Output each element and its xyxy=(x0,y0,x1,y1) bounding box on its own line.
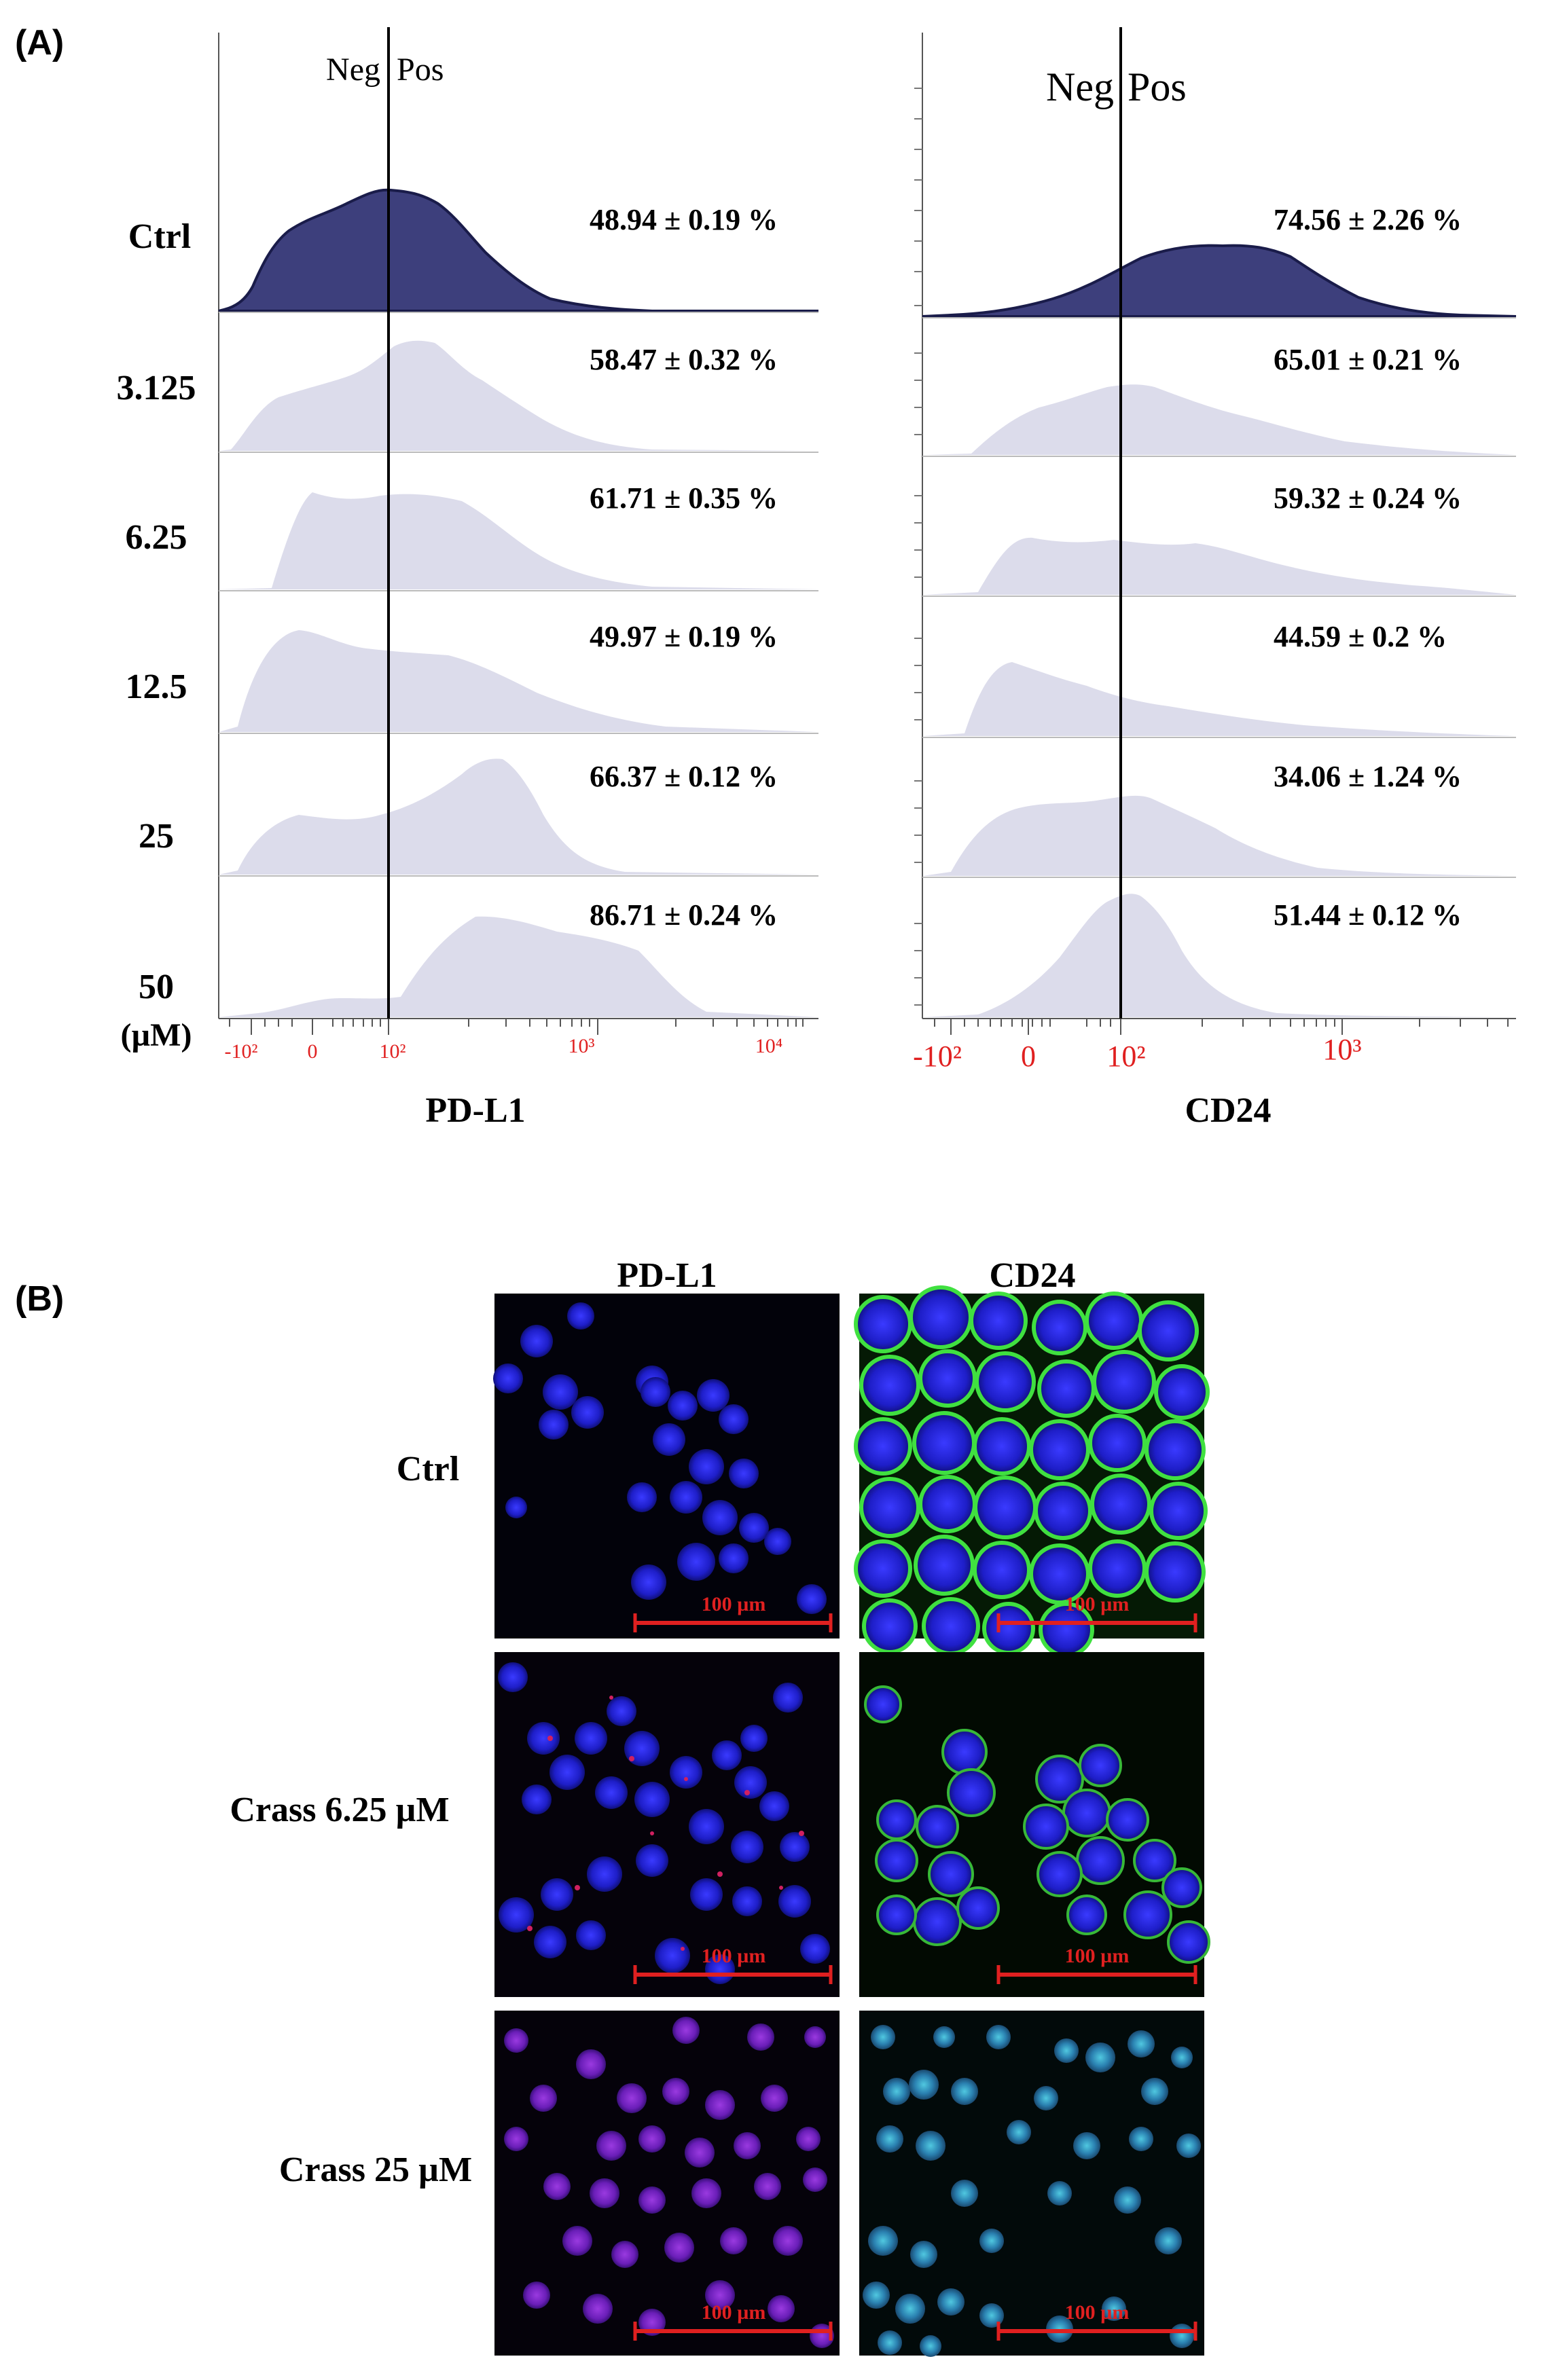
cd24-tick-label: 0 xyxy=(1021,1040,1036,1073)
pdl1-histogram-stack: Neg Pos 48.94 ± 0.19 % 58.47 ± 0.32 % 61… xyxy=(218,27,818,1130)
cd24-gate-pos: Pos xyxy=(1128,65,1187,109)
scale-bar-label: 100 µm xyxy=(1065,1945,1130,1967)
pdl1-pct-25: 66.37 ± 0.12 % xyxy=(590,760,778,793)
micrograph-ctrl-cd24 xyxy=(854,1285,1210,1658)
scale-bar-ctrl-pdl1: 100 µm xyxy=(633,1593,833,1632)
pdl1-tick-label: 0 xyxy=(308,1040,318,1063)
cd24-tick-label: 10³ xyxy=(1322,1033,1361,1066)
image-row-label-crass-25: Crass 25 µM xyxy=(279,2150,472,2189)
cd24-histogram-stack: Neg Pos 74.56 ± 2.26 % 65.01 ± 0.21 % 59… xyxy=(913,27,1517,1130)
pdl1-histogram-25 xyxy=(219,758,818,875)
cd24-histogram-3-125 xyxy=(922,384,1516,455)
cd24-pct-50: 51.44 ± 0.12 % xyxy=(1274,898,1462,932)
pdl1-tick-label: 10² xyxy=(380,1040,406,1063)
pdl1-histogram-12-5 xyxy=(219,630,818,732)
micrograph-crass-25-pdl1 xyxy=(494,2011,840,2356)
pdl1-axis-title: PD-L1 xyxy=(425,1091,525,1130)
pdl1-pct-3-125: 58.47 ± 0.32 % xyxy=(590,343,778,376)
pdl1-gate-pos: Pos xyxy=(397,52,444,88)
row-label-3-125: 3.125 xyxy=(117,369,196,407)
row-label-unit: (µM) xyxy=(121,1017,192,1053)
row-labels: Ctrl 3.125 6.25 12.5 25 50 (µM) xyxy=(117,217,196,1053)
scale-bar-label: 100 µm xyxy=(1065,2301,1130,2324)
scale-bar-label: 100 µm xyxy=(702,2301,766,2324)
pdl1-histogram-ctrl xyxy=(218,188,818,312)
pdl1-gate-neg: Neg xyxy=(326,52,380,88)
panel-b-label: (B) xyxy=(15,1279,64,1319)
row-label-ctrl: Ctrl xyxy=(128,217,191,256)
cd24-histogram-50 xyxy=(922,894,1516,1017)
cd24-histogram-6-25 xyxy=(922,537,1516,595)
cd24-percentages: 74.56 ± 2.26 % 65.01 ± 0.21 % 59.32 ± 0.… xyxy=(1274,203,1462,932)
cd24-tick-label: -10² xyxy=(913,1040,962,1073)
micrograph-ctrl-pdl1 xyxy=(493,1294,840,1638)
pdl1-pct-12-5: 49.97 ± 0.19 % xyxy=(590,620,778,653)
cd24-minor-ticks xyxy=(934,1019,1509,1035)
row-label-12-5: 12.5 xyxy=(126,667,187,706)
pdl1-histogram-50 xyxy=(219,916,818,1017)
column-label-cd24: CD24 xyxy=(989,1256,1075,1295)
scale-bar-crass-6-25-pdl1: 100 µm xyxy=(633,1945,833,1984)
pdl1-pct-50: 86.71 ± 0.24 % xyxy=(590,898,778,932)
cd24-axis-title: CD24 xyxy=(1185,1091,1271,1130)
cd24-pct-3-125: 65.01 ± 0.21 % xyxy=(1274,343,1462,376)
pdl1-minor-ticks xyxy=(229,1019,804,1035)
pdl1-pct-ctrl: 48.94 ± 0.19 % xyxy=(590,203,778,236)
microscopy-panel: PD-L1 CD24 Ctrl Crass 6.25 µM Crass 25 µ… xyxy=(230,1256,1210,2357)
pdl1-histogram-3-125 xyxy=(219,340,818,451)
scale-bar-crass-25-pdl1: 100 µm xyxy=(633,2301,833,2341)
panel-a-label: (A) xyxy=(15,23,64,62)
cd24-tick-labels: -10² 0 10² 10³ xyxy=(913,1033,1362,1073)
pdl1-histogram-6-25 xyxy=(219,492,818,589)
pdl1-tick-label: 10⁴ xyxy=(755,1035,782,1057)
cd24-histogram-12-5 xyxy=(922,662,1516,736)
pdl1-tick-label: -10² xyxy=(225,1040,258,1063)
pdl1-tick-labels: -10² 0 10² 10³ 10⁴ xyxy=(225,1035,783,1063)
cd24-histogram-ctrl xyxy=(922,244,1517,318)
scale-bar-crass-25-cd24: 100 µm xyxy=(996,2301,1197,2341)
cd24-pct-12-5: 44.59 ± 0.2 % xyxy=(1274,620,1447,653)
cd24-histogram-25 xyxy=(922,795,1516,876)
scale-bar-label: 100 µm xyxy=(1065,1593,1130,1615)
pdl1-tick-label: 10³ xyxy=(569,1035,595,1057)
image-row-label-crass-6-25: Crass 6.25 µM xyxy=(230,1791,449,1829)
image-row-label-ctrl: Ctrl xyxy=(397,1450,459,1488)
cd24-pct-ctrl: 74.56 ± 2.26 % xyxy=(1274,203,1462,236)
cd24-pct-6-25: 59.32 ± 0.24 % xyxy=(1274,481,1462,515)
micrograph-crass-6-25-cd24 xyxy=(859,1652,1210,1997)
row-label-6-25: 6.25 xyxy=(126,518,187,557)
cd24-tick-label: 10² xyxy=(1106,1040,1145,1073)
scale-bar-ctrl-cd24: 100 µm xyxy=(996,1593,1197,1632)
pdl1-percentages: 48.94 ± 0.19 % 58.47 ± 0.32 % 61.71 ± 0.… xyxy=(590,203,778,932)
micrograph-crass-25-cd24 xyxy=(859,2011,1204,2357)
micrograph-crass-6-25-pdl1 xyxy=(494,1652,840,1997)
column-label-pdl1: PD-L1 xyxy=(617,1256,717,1295)
row-label-25: 25 xyxy=(139,817,174,856)
scale-bars: 100 µm 100 µm 100 µm 100 µm xyxy=(633,1593,1197,2341)
scale-bar-crass-6-25-cd24: 100 µm xyxy=(996,1945,1197,1984)
pdl1-pct-6-25: 61.71 ± 0.35 % xyxy=(590,481,778,515)
scale-bar-label: 100 µm xyxy=(702,1945,766,1967)
row-label-50: 50 xyxy=(139,968,174,1006)
cd24-gate-neg: Neg xyxy=(1046,65,1114,109)
scale-bar-label: 100 µm xyxy=(702,1593,766,1615)
cd24-left-ticks xyxy=(914,88,922,1006)
cd24-pct-25: 34.06 ± 1.24 % xyxy=(1274,760,1462,793)
